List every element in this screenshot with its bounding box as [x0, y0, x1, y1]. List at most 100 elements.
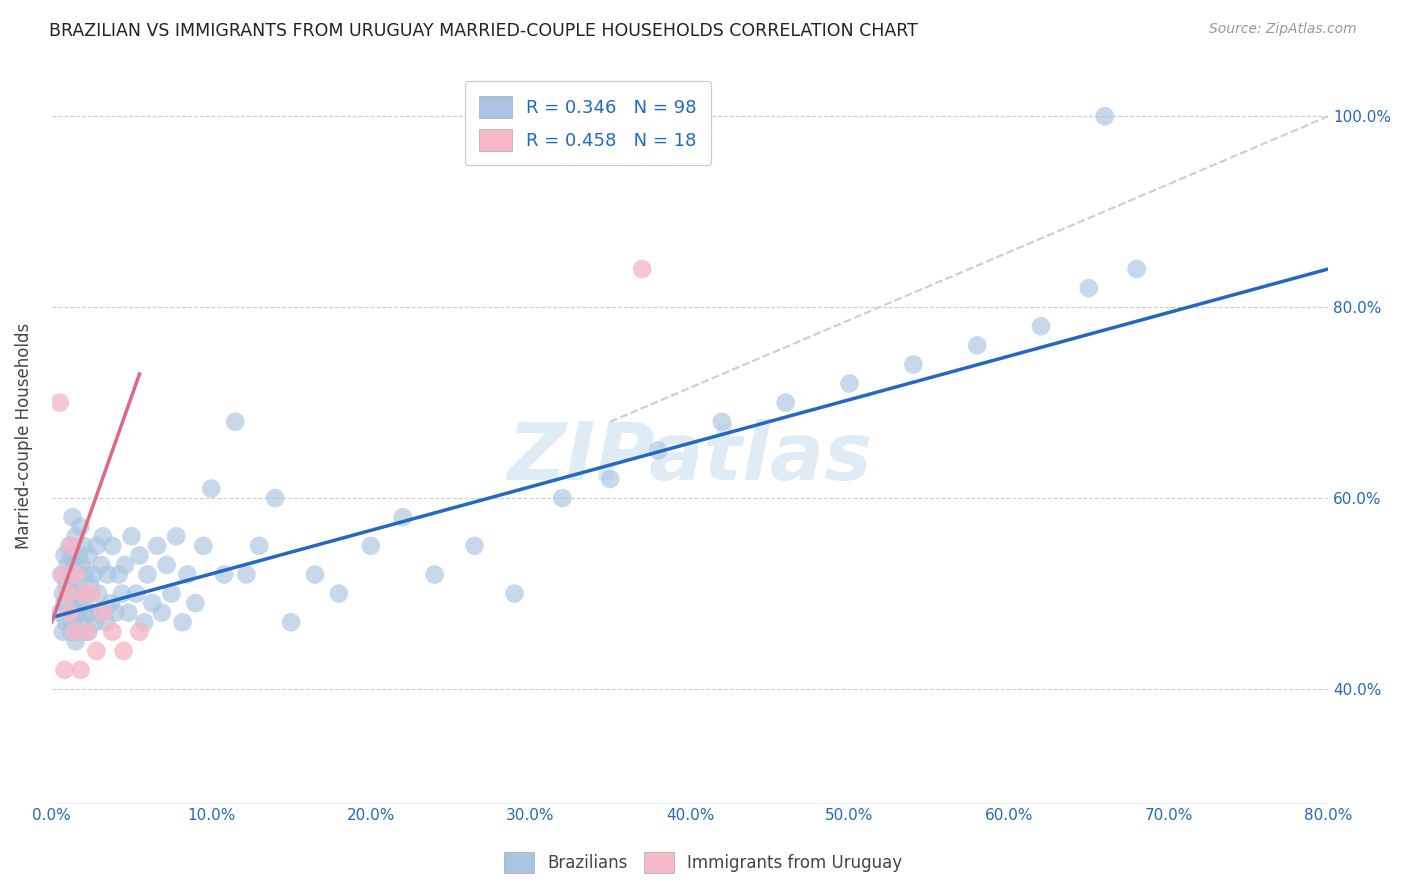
Point [48, 395, 70, 409]
Point [91, 606, 114, 620]
Point [212, 567, 235, 582]
Point [77, 549, 100, 563]
Point [114, 558, 136, 572]
Point [903, 358, 925, 372]
Point [52, 624, 75, 639]
Point [58, 606, 80, 620]
Point [328, 586, 350, 600]
Point [53, 663, 76, 677]
Point [59, 539, 82, 553]
Point [423, 567, 446, 582]
Point [156, 558, 179, 572]
Point [360, 539, 382, 553]
Point [76, 586, 98, 600]
Point [136, 567, 159, 582]
Point [160, 586, 183, 600]
Point [200, 482, 222, 496]
Point [184, 596, 207, 610]
Point [1029, 319, 1052, 334]
Point [59, 586, 82, 600]
Point [172, 615, 194, 630]
Point [51, 567, 73, 582]
Point [101, 624, 124, 639]
Y-axis label: Married-couple Households: Married-couple Households [15, 323, 32, 549]
Point [80, 606, 103, 620]
Point [710, 415, 733, 429]
Point [304, 567, 326, 582]
Point [67, 624, 90, 639]
Point [62, 577, 84, 591]
Point [55, 615, 77, 630]
Point [70, 558, 93, 572]
Point [90, 558, 112, 572]
Point [62, 615, 84, 630]
Point [52, 567, 75, 582]
Point [73, 586, 96, 600]
Text: Source: ZipAtlas.com: Source: ZipAtlas.com [1209, 22, 1357, 37]
Point [176, 567, 198, 582]
Point [58, 539, 80, 553]
Point [1077, 281, 1099, 295]
Point [104, 606, 127, 620]
Legend: Brazilians, Immigrants from Uruguay: Brazilians, Immigrants from Uruguay [496, 846, 910, 880]
Point [125, 586, 148, 600]
Point [775, 395, 797, 409]
Point [79, 577, 101, 591]
Point [391, 510, 413, 524]
Point [150, 606, 173, 620]
Point [966, 338, 988, 352]
Point [464, 539, 486, 553]
Point [67, 549, 90, 563]
Point [101, 539, 124, 553]
Point [193, 539, 215, 553]
Point [165, 529, 187, 543]
Point [235, 567, 257, 582]
Legend: R = 0.346   N = 98, R = 0.458   N = 18: R = 0.346 N = 98, R = 0.458 N = 18 [464, 81, 711, 165]
Point [55, 577, 77, 591]
Point [551, 491, 574, 505]
Point [75, 606, 97, 620]
Point [111, 586, 134, 600]
Point [80, 586, 103, 600]
Point [94, 615, 117, 630]
Point [87, 586, 110, 600]
Point [53, 549, 76, 563]
Point [82, 567, 104, 582]
Point [503, 586, 526, 600]
Point [224, 415, 246, 429]
Point [112, 644, 135, 658]
Point [70, 615, 93, 630]
Point [59, 549, 82, 563]
Point [65, 586, 87, 600]
Point [121, 529, 143, 543]
Point [58, 567, 80, 582]
Point [69, 663, 91, 677]
Point [1094, 109, 1116, 123]
Point [141, 596, 163, 610]
Point [59, 624, 82, 639]
Point [264, 491, 287, 505]
Point [63, 596, 86, 610]
Point [56, 558, 79, 572]
Point [69, 586, 91, 600]
Point [56, 586, 79, 600]
Point [63, 624, 86, 639]
Point [128, 624, 150, 639]
Point [69, 520, 91, 534]
Text: BRAZILIAN VS IMMIGRANTS FROM URUGUAY MARRIED-COUPLE HOUSEHOLDS CORRELATION CHART: BRAZILIAN VS IMMIGRANTS FROM URUGUAY MAR… [49, 22, 918, 40]
Point [89, 606, 111, 620]
Point [631, 262, 654, 277]
Point [83, 615, 105, 630]
Point [838, 376, 860, 391]
Point [62, 510, 84, 524]
Point [599, 472, 621, 486]
Text: ZIPatlas: ZIPatlas [508, 419, 873, 497]
Point [75, 567, 97, 582]
Point [647, 443, 669, 458]
Point [1125, 262, 1147, 277]
Point [128, 549, 150, 563]
Point [117, 606, 139, 620]
Point [56, 586, 79, 600]
Point [65, 567, 87, 582]
Point [100, 596, 122, 610]
